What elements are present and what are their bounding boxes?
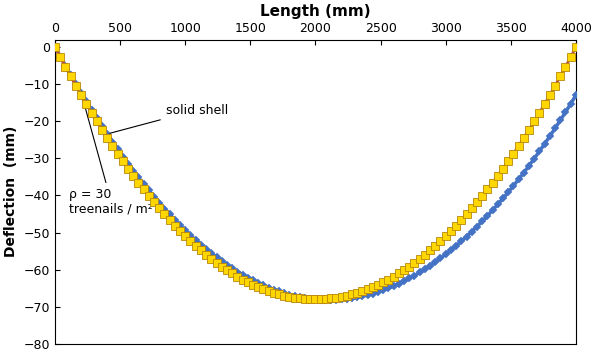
Y-axis label: Deflection  (mm): Deflection (mm): [4, 126, 18, 257]
Text: solid shell: solid shell: [110, 104, 228, 133]
Text: ρ = 30
treenails / m²: ρ = 30 treenails / m²: [69, 95, 153, 216]
X-axis label: Length (mm): Length (mm): [260, 4, 371, 19]
